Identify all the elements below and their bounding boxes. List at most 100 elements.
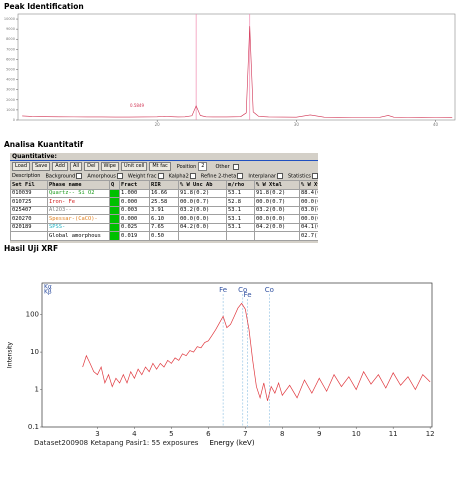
y-tick-label: 6000 [6, 57, 15, 61]
cell: 91.8(0.2) [254, 188, 300, 198]
cell: 04.1(0.7) [299, 222, 318, 232]
x-tick-label: 10 [352, 430, 361, 438]
cell: SPSS- [47, 222, 110, 232]
column-header: % W Unc Ab [178, 180, 227, 190]
cell: 7.65 [149, 222, 179, 232]
x-tick-label: 4 [132, 430, 137, 438]
column-header: m/rho [226, 180, 255, 190]
trace [22, 26, 453, 118]
option-label: Description [12, 173, 41, 179]
cell: 0.000 [119, 197, 150, 207]
checkbox[interactable] [311, 172, 318, 179]
x-tick-label: 12 [426, 430, 435, 438]
checkbox[interactable] [76, 172, 83, 179]
option-label: Refine 2-theta [200, 173, 237, 180]
x-tick-label: 6 [206, 430, 211, 438]
cell: 03.2(0.0) [254, 205, 300, 215]
cell: 16.66 [149, 188, 179, 198]
peak-label: Co [265, 286, 274, 294]
cell: 00.0(0.0) [299, 214, 318, 224]
other-label: Other [215, 163, 230, 170]
cell: 6.10 [149, 214, 179, 224]
phase-row[interactable]: 025407 Al2O3-- 0.003 3.91 03.2(0.0) 53.1 03.2(… [10, 205, 318, 215]
cell: 0.50 [149, 231, 179, 241]
cell: 02.7(1.7) [299, 231, 318, 241]
peak-label: Fe [219, 286, 227, 294]
quant-panel: Quantitative: Load Save Add All Del Wipe Unit c… [10, 153, 318, 243]
option: Interplanar [248, 172, 283, 179]
cell: 3.91 [149, 205, 179, 215]
button[interactable]: All [69, 162, 83, 171]
header-row: Set Fil Phase name Q Fract RIR% W Unc Ab m/rh… [10, 180, 318, 190]
option-label: Background [45, 173, 76, 180]
q-cell [109, 231, 120, 241]
column-header: RIR [149, 180, 179, 190]
button[interactable]: Mt fac [149, 162, 171, 171]
checkbox[interactable] [116, 172, 123, 179]
column-header: % W Xtal-A [299, 180, 318, 190]
button[interactable]: Wipe [100, 162, 119, 171]
option: Statistics [287, 172, 318, 180]
y-tick-label: 7000 [6, 47, 15, 51]
y-tick-label: 1000 [6, 108, 15, 112]
y-tick-label: 100 [26, 311, 39, 319]
cell [178, 231, 227, 241]
button[interactable]: Add [52, 162, 68, 171]
x-tick-label: 3 [95, 430, 99, 438]
phase-row[interactable]: 020270 Spessar-(CaCO)- 0.000 6.10 00.0(0.0) 5… [10, 214, 318, 224]
caption: Dataset200908 Ketapang Pasir1: 55 exposu… [34, 439, 199, 447]
option-label: Statistics [287, 173, 311, 180]
checkbox[interactable] [189, 172, 196, 179]
option: Weight frac [127, 172, 164, 180]
phase-table: Set Fil Phase name Q Fract RIR% W Unc Ab m/rh… [10, 180, 318, 241]
y-tick-label: 0 [13, 118, 15, 122]
panel-title: Quantitative: [10, 153, 318, 161]
cell: Al2O3-- [47, 205, 110, 215]
button[interactable]: Del [84, 162, 99, 171]
y-tick-label: 1 [35, 386, 39, 394]
position-select[interactable]: 2 [198, 162, 208, 171]
cell [226, 231, 255, 241]
cell: 53.1 [226, 214, 255, 224]
q-cell [109, 197, 120, 207]
cell: 53.1 [226, 188, 255, 198]
cell: 00.0(0.0) [178, 214, 227, 224]
cell: 04.2(0.0) [178, 222, 227, 232]
y-tick-label: 4000 [6, 78, 15, 82]
phase-row[interactable]: 010039 Quartz-- Si O2 1.000 16.66 91.8(0.2) 5… [10, 188, 318, 198]
x-tick-label: 7 [243, 430, 247, 438]
y-tick-label: 10 [30, 348, 39, 356]
legend-label: Kβ [44, 289, 52, 296]
checkbox[interactable] [157, 172, 164, 179]
cell [254, 231, 300, 241]
y-tick-label: 0.1 [28, 423, 39, 431]
column-header: Q [109, 180, 120, 190]
phase-row[interactable]: 020189 SPSS- 0.025 7.65 04.2(0.0) 53.1 04.2(0.… [10, 222, 318, 232]
cell: Iron- Fe [47, 197, 110, 207]
button[interactable]: Unit cell [120, 162, 148, 171]
option: Kalpha2 [169, 172, 196, 179]
button[interactable]: Load [12, 162, 30, 171]
y-tick-label: 10000 [4, 17, 15, 21]
checkbox[interactable] [232, 163, 239, 170]
legend-label: Kα [44, 284, 52, 291]
cell: 88.4(0.2) [299, 188, 318, 198]
option-label: Weight frac [127, 173, 157, 180]
q-cell [109, 205, 120, 215]
checkbox[interactable] [276, 172, 283, 179]
phase-row[interactable]: 010725 Iron- Fe 0.000 25.58 00.0(0.7) 52.8 00.… [10, 197, 318, 207]
peak-label: Fe [244, 291, 252, 299]
x-tick-label: 9 [317, 430, 321, 438]
cell: Spessar-(CaCO)- [47, 214, 110, 224]
checkbox[interactable] [237, 172, 244, 179]
cell: 53.1 [226, 205, 255, 215]
q-cell [109, 222, 120, 232]
x-tick-label: 40 [433, 122, 439, 127]
x-tick-label: 5 [169, 430, 173, 438]
x-axis-label: Energy (keV) [209, 439, 254, 447]
cell: 91.8(0.2) [178, 188, 227, 198]
button[interactable]: Save [32, 162, 51, 171]
